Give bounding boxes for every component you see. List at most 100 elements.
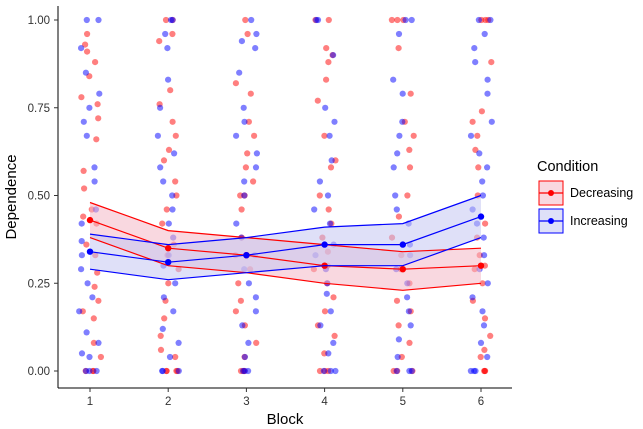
- point-increasing-block-2-8: [160, 294, 167, 301]
- point-decreasing-block-3-18: [244, 150, 251, 157]
- point-increasing-block-3-23: [238, 38, 245, 45]
- point-decreasing-block-5-20: [395, 45, 402, 52]
- point-increasing-block-5-3: [406, 367, 413, 375]
- point-decreasing-block-5-21: [388, 16, 395, 24]
- point-decreasing-block-2-24: [156, 38, 163, 45]
- point-increasing-block-5-14: [393, 206, 400, 213]
- point-decreasing-block-3-19: [251, 132, 258, 139]
- point-decreasing-block-2-21: [169, 118, 176, 125]
- point-increasing-block-6-2: [467, 367, 474, 375]
- point-increasing-block-1-6: [95, 339, 102, 346]
- point-increasing-block-2-25: [167, 16, 175, 24]
- point-increasing-block-3-15: [241, 178, 248, 185]
- point-increasing-block-4-21: [330, 52, 337, 59]
- point-increasing-block-2-16: [160, 178, 167, 185]
- point-decreasing-block-1-17: [80, 167, 87, 174]
- point-decreasing-block-5-15: [406, 164, 414, 171]
- point-decreasing-block-5-22: [394, 16, 401, 24]
- x-tick-label-1: 1: [87, 396, 93, 408]
- point-increasing-block-6-6: [480, 322, 488, 329]
- x-tick-label-4: 4: [321, 396, 328, 408]
- point-increasing-block-3-5: [245, 339, 252, 346]
- point-increasing-block-6-11: [481, 252, 488, 259]
- point-increasing-block-1-17: [91, 164, 98, 171]
- point-increasing-block-4-13: [326, 220, 334, 227]
- point-increasing-block-1-7: [83, 329, 90, 336]
- point-increasing-block-2-4: [166, 353, 174, 361]
- point-decreasing-block-4-24: [323, 45, 330, 52]
- point-increasing-block-4-5: [330, 339, 337, 346]
- point-increasing-block-5-24: [408, 16, 415, 24]
- point-decreasing-block-2-23: [167, 87, 174, 94]
- y-tick-label-0.75: 0.75: [28, 103, 50, 115]
- point-decreasing-block-3-20: [245, 118, 252, 125]
- point-increasing-block-6-18: [476, 150, 483, 157]
- point-increasing-block-3-20: [240, 104, 247, 111]
- point-increasing-block-6-7: [479, 308, 486, 315]
- point-decreasing-block-4-15: [325, 206, 332, 213]
- point-increasing-block-4-19: [331, 118, 338, 125]
- point-decreasing-block-1-23: [92, 59, 99, 66]
- point-increasing-block-3-7: [252, 308, 259, 315]
- y-tick-label-0.50: 0.50: [28, 191, 50, 203]
- point-decreasing-block-1-5: [90, 339, 97, 346]
- point-increasing-block-1-5: [78, 350, 86, 357]
- point-decreasing-block-3-13: [238, 206, 245, 213]
- point-increasing-block-1-24: [95, 16, 102, 24]
- point-decreasing-block-2-5: [172, 353, 179, 361]
- jitter-points: [76, 16, 495, 375]
- mean-point-increasing-block-4: [321, 241, 328, 248]
- x-axis-title: Block: [267, 411, 304, 428]
- point-increasing-block-2-23: [162, 30, 169, 38]
- point-decreasing-block-3-17: [242, 164, 249, 171]
- point-increasing-block-4-18: [326, 132, 333, 139]
- point-decreasing-block-3-7: [232, 308, 239, 315]
- point-decreasing-block-3-23: [244, 30, 251, 38]
- point-decreasing-block-5-14: [404, 192, 411, 199]
- point-decreasing-block-1-20: [94, 101, 101, 108]
- point-decreasing-block-2-20: [172, 132, 179, 139]
- point-decreasing-block-1-8: [95, 297, 102, 304]
- point-increasing-block-4-14: [311, 206, 318, 213]
- point-decreasing-block-2-17: [172, 178, 179, 185]
- point-decreasing-block-2-10: [165, 280, 172, 287]
- point-increasing-block-5-5: [395, 336, 402, 343]
- point-increasing-block-6-4: [484, 353, 491, 361]
- point-decreasing-block-3-5: [253, 339, 260, 346]
- point-increasing-block-1-1: [93, 367, 100, 375]
- legend-key-point-increasing: [548, 218, 554, 224]
- point-increasing-block-2-22: [164, 45, 171, 52]
- point-decreasing-block-1-14: [80, 213, 87, 220]
- point-increasing-block-3-14: [241, 192, 248, 199]
- mean-point-increasing-block-5: [399, 241, 406, 248]
- point-decreasing-block-1-16: [81, 185, 88, 192]
- point-decreasing-block-1-18: [93, 136, 100, 143]
- point-decreasing-block-4-20: [314, 97, 321, 104]
- mean-point-decreasing-block-6: [477, 262, 485, 269]
- point-increasing-block-4-2: [327, 367, 334, 375]
- point-increasing-block-1-14: [78, 220, 85, 227]
- point-increasing-block-1-16: [91, 178, 98, 185]
- point-increasing-block-3-18: [233, 132, 240, 139]
- point-decreasing-block-1-26: [84, 30, 91, 38]
- point-decreasing-block-1-6: [90, 315, 97, 322]
- point-decreasing-block-2-19: [165, 146, 173, 153]
- point-increasing-block-6-24: [471, 45, 478, 52]
- point-decreasing-block-3-16: [250, 178, 257, 185]
- point-decreasing-block-2-8: [161, 315, 168, 322]
- ci-upper-line-increasing: [89, 194, 482, 246]
- legend-item-increasing: Increasing: [538, 208, 628, 234]
- point-increasing-block-1-22: [82, 69, 89, 76]
- point-increasing-block-4-16: [316, 178, 323, 185]
- point-increasing-block-4-6: [317, 322, 324, 329]
- point-increasing-block-6-26: [487, 16, 494, 24]
- point-increasing-block-6-25: [481, 30, 488, 38]
- point-increasing-block-6-23: [472, 59, 479, 66]
- point-increasing-block-1-25: [83, 16, 90, 24]
- point-increasing-block-1-18: [83, 132, 90, 139]
- point-increasing-block-4-17: [328, 157, 335, 164]
- point-increasing-block-2-20: [157, 104, 164, 111]
- point-increasing-block-1-9: [89, 294, 96, 301]
- point-increasing-block-2-18: [171, 150, 178, 157]
- point-increasing-block-4-23: [313, 16, 320, 24]
